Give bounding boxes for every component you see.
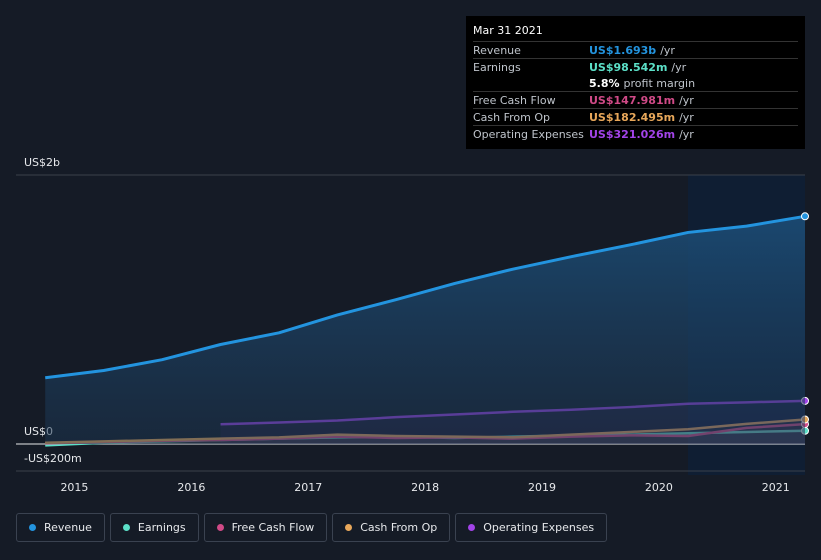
tooltip-value: US$147.981m xyxy=(589,93,676,107)
tooltip-row: Revenue US$1.693b/yr xyxy=(473,41,798,58)
legend-label: Free Cash Flow xyxy=(231,521,315,534)
legend-item[interactable]: Earnings xyxy=(109,513,199,542)
legend-dot xyxy=(122,524,130,531)
tooltip-unit: /yr xyxy=(671,60,687,74)
tooltip-unit: profit margin xyxy=(623,76,696,90)
x-tick-label: 2016 xyxy=(177,481,205,494)
legend-item[interactable]: Cash From Op xyxy=(332,513,451,542)
tooltip-label: Cash From Op xyxy=(473,110,551,124)
legend-item[interactable]: Operating Expenses xyxy=(455,513,608,542)
x-tick-label: 2019 xyxy=(528,481,556,494)
tooltip-row: 5.8% profit margin xyxy=(473,75,798,91)
tooltip-value: US$98.542m xyxy=(589,60,668,74)
legend-item[interactable]: Revenue xyxy=(16,513,105,542)
tooltip-row: Earnings US$98.542m/yr xyxy=(473,58,798,75)
legend-label: Cash From Op xyxy=(360,521,438,534)
legend: Revenue Earnings Free Cash Flow Cash From O… xyxy=(16,513,608,542)
legend-label: Revenue xyxy=(44,521,92,534)
x-tick-label: 2018 xyxy=(411,481,439,494)
series-line xyxy=(45,214,806,380)
tooltip-label: Operating Expenses xyxy=(473,127,584,141)
tooltip-row: Cash From Op US$182.495m/yr xyxy=(473,108,798,125)
tooltip-row: Operating Expenses US$321.026m/yr xyxy=(473,125,798,142)
revenue-area xyxy=(45,216,805,445)
legend-label: Operating Expenses xyxy=(483,521,595,534)
x-tick-label: 2021 xyxy=(762,481,790,494)
tooltip-label: Free Cash Flow xyxy=(473,93,556,107)
tooltip-label: Earnings xyxy=(473,60,521,74)
tooltip-value: US$321.026m xyxy=(589,127,676,141)
tooltip-unit: /yr xyxy=(660,43,675,57)
tooltip: Mar 31 2021 Revenue US$1.693b/yr Earnings US… xyxy=(466,16,805,149)
tooltip-unit: /yr xyxy=(679,127,694,141)
tooltip-row: Free Cash Flow US$147.981m/yr xyxy=(473,91,798,108)
legend-item[interactable]: Free Cash Flow xyxy=(203,513,328,542)
legend-label: Earnings xyxy=(137,521,186,534)
tooltip-unit: /yr xyxy=(679,93,694,107)
legend-dot xyxy=(468,524,476,531)
tooltip-label: Revenue xyxy=(473,43,521,57)
x-tick-label: 2017 xyxy=(294,481,322,494)
legend-dot xyxy=(29,524,36,531)
legend-dot xyxy=(216,524,224,531)
tooltip-value: 5.8% xyxy=(589,76,620,90)
legend-dot xyxy=(345,524,353,531)
tooltip-value: US$1.693b xyxy=(589,43,657,57)
tooltip-unit: /yr xyxy=(679,110,694,124)
x-tick-label: 2015 xyxy=(60,481,88,494)
y-tick-label: US$2b xyxy=(24,156,60,169)
x-tick-label: 2020 xyxy=(645,481,673,494)
tooltip-value: US$182.495m xyxy=(589,110,676,124)
end-point xyxy=(801,212,809,221)
y-tick-label: -US$200m xyxy=(24,452,82,465)
tooltip-date: Mar 31 2021 xyxy=(473,24,543,37)
